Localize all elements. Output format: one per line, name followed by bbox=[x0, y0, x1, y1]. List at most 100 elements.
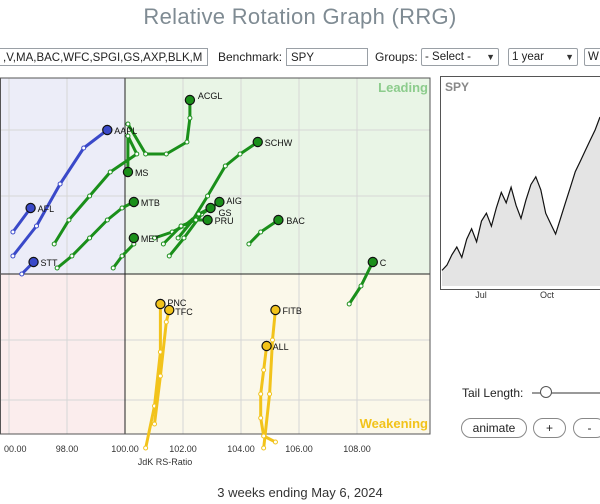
tail-point bbox=[10, 229, 16, 235]
series-label-stt: STT bbox=[41, 258, 59, 268]
x-tick-label: 98.00 bbox=[56, 444, 79, 454]
tail-point bbox=[10, 253, 16, 259]
tail-point bbox=[272, 439, 278, 445]
tail-point bbox=[34, 223, 39, 229]
tail-point bbox=[166, 253, 172, 259]
spy-x-tick-label: Oct bbox=[540, 290, 555, 300]
groups-select[interactable]: - Select - ▼ bbox=[421, 48, 499, 66]
series-label-pru: PRU bbox=[215, 216, 234, 226]
tail-point bbox=[81, 145, 87, 151]
series-label-bac: BAC bbox=[286, 216, 305, 226]
tail-point bbox=[143, 151, 149, 157]
head-point-c bbox=[367, 256, 378, 268]
tail-point bbox=[51, 241, 57, 247]
head-point-mtb bbox=[128, 196, 140, 208]
series-label-aig: AIG bbox=[226, 196, 242, 206]
tail-fitb bbox=[262, 308, 277, 450]
tail-point bbox=[261, 433, 267, 439]
chevron-down-icon: ▼ bbox=[486, 52, 495, 62]
symbols-input[interactable]: ,V,MA,BAC,WFC,SPGI,GS,AXP,BLK,M bbox=[0, 48, 208, 66]
quadrant-leading bbox=[125, 78, 430, 274]
series-label-gs: GS bbox=[219, 208, 232, 218]
tail-point bbox=[160, 241, 166, 247]
tail-point bbox=[143, 445, 149, 451]
minus-button[interactable]: - bbox=[573, 418, 600, 438]
series-label-c: C bbox=[380, 258, 387, 268]
tail-point bbox=[66, 217, 72, 223]
series-label-mtb: MTB bbox=[141, 198, 160, 208]
period-select[interactable]: 1 year ▼ bbox=[508, 48, 578, 66]
tail-point bbox=[119, 253, 125, 259]
tail-point bbox=[258, 415, 264, 421]
tail-length-slider[interactable] bbox=[532, 392, 600, 394]
tail-point bbox=[54, 265, 60, 271]
head-point-pru bbox=[202, 214, 213, 226]
head-point-bac bbox=[273, 214, 284, 226]
tail-point bbox=[196, 211, 202, 217]
tail-point bbox=[193, 217, 199, 223]
series-label-afl: AFL bbox=[38, 204, 55, 214]
tail-point bbox=[57, 181, 63, 187]
tail-point bbox=[175, 235, 181, 241]
tail-point bbox=[246, 241, 252, 247]
tail-point bbox=[270, 337, 275, 343]
head-point-afl bbox=[25, 202, 36, 214]
groups-select-value: - Select - bbox=[425, 51, 472, 63]
tail-point bbox=[19, 271, 25, 277]
head-point-ms bbox=[122, 166, 134, 178]
tail-point bbox=[261, 367, 267, 373]
tail-acgl bbox=[126, 98, 192, 156]
quadrant-weakening bbox=[125, 274, 430, 434]
x-tick-label: 104.00 bbox=[227, 444, 255, 454]
series-label-ms: MS bbox=[135, 168, 149, 178]
tail-point bbox=[258, 391, 264, 397]
head-point-acgl bbox=[184, 94, 196, 106]
extra-select[interactable]: W bbox=[584, 48, 600, 66]
tail-pnc bbox=[144, 302, 162, 450]
tail-length-slider-handle[interactable] bbox=[540, 386, 552, 398]
x-tick-label: 00.00 bbox=[4, 444, 27, 454]
animate-button[interactable]: animate bbox=[461, 418, 527, 438]
quadrant-label-weakening: Weakening bbox=[360, 416, 428, 431]
head-point-all bbox=[261, 340, 272, 352]
extra-select-value: W bbox=[588, 51, 599, 63]
tail-pru bbox=[161, 218, 210, 246]
tail-point bbox=[125, 121, 131, 127]
series-label-acgl: ACGL bbox=[198, 91, 223, 101]
series-label-fitb: FITB bbox=[282, 306, 302, 316]
tail-point bbox=[87, 235, 93, 241]
spy-chart: SPY Jul Oct bbox=[440, 76, 600, 300]
x-axis-label: JdK RS-Ratio bbox=[138, 457, 193, 467]
tail-point bbox=[184, 139, 190, 145]
head-point-stt bbox=[28, 256, 39, 268]
head-point-aig bbox=[214, 196, 225, 208]
tail-point bbox=[152, 235, 157, 241]
head-point-pnc bbox=[155, 298, 166, 310]
series-label-all: ALL bbox=[273, 342, 289, 352]
tail-point bbox=[181, 235, 187, 241]
quadrant-improving bbox=[0, 78, 125, 274]
toolbar: ,V,MA,BAC,WFC,SPGI,GS,AXP,BLK,M Benchmar… bbox=[0, 48, 600, 70]
tail-point bbox=[358, 283, 364, 289]
x-tick-label: 108.00 bbox=[343, 444, 371, 454]
plot-frame bbox=[0, 77, 431, 435]
groups-label: Groups: bbox=[375, 50, 418, 64]
tail-point bbox=[222, 163, 228, 169]
tail-point bbox=[163, 151, 169, 157]
series-label-schw: SCHW bbox=[265, 138, 293, 148]
tail-point bbox=[87, 193, 93, 199]
tail-point bbox=[110, 265, 116, 271]
head-point-schw bbox=[252, 136, 263, 148]
tail-point bbox=[107, 169, 113, 175]
benchmark-input[interactable]: SPY bbox=[286, 48, 368, 66]
spy-label: SPY bbox=[445, 80, 469, 94]
footer-caption: 3 weeks ending May 6, 2024 bbox=[217, 485, 383, 500]
quadrant-label-leading: Leading bbox=[378, 80, 428, 95]
x-tick-label: 106.00 bbox=[285, 444, 313, 454]
quadrant-lagging bbox=[0, 274, 125, 434]
tail-point bbox=[157, 373, 163, 379]
tail-point bbox=[69, 253, 75, 259]
head-point-gs bbox=[205, 202, 216, 214]
tail-point bbox=[258, 229, 264, 235]
plus-button[interactable]: + bbox=[533, 418, 566, 438]
